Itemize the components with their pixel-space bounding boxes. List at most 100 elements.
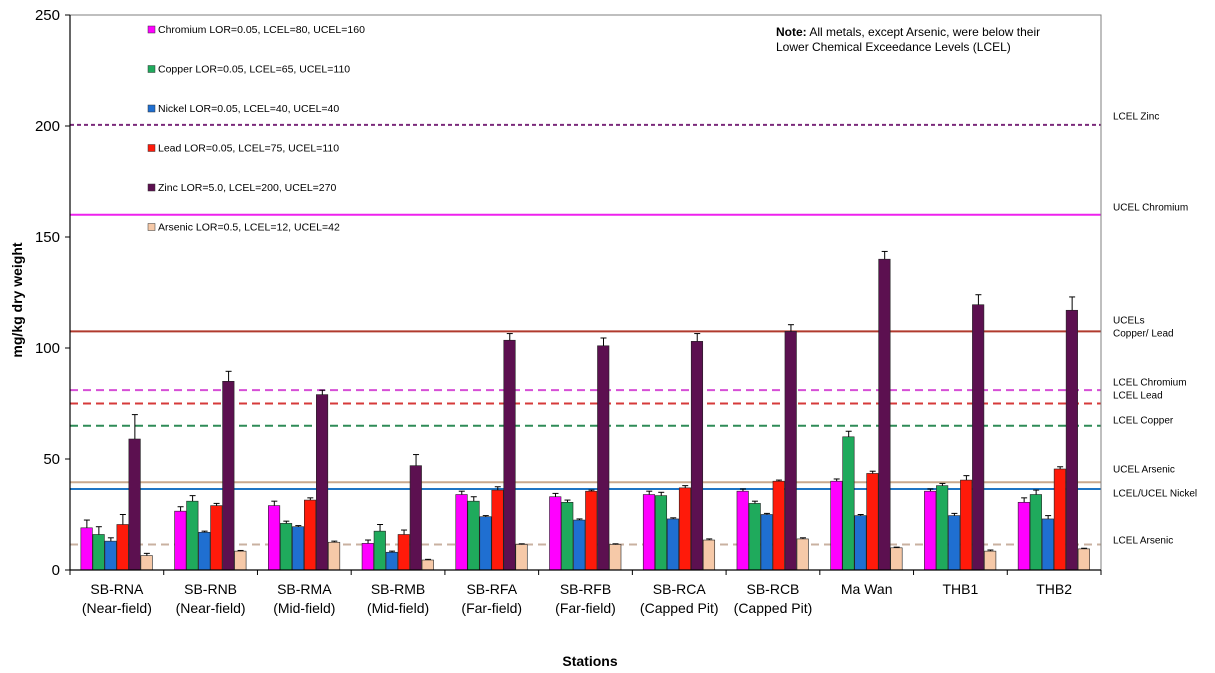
x-tick-label: SB-RMB bbox=[371, 581, 425, 597]
bar-arsenic-5 bbox=[609, 544, 622, 571]
reference-line-label: UCEL Chromium bbox=[1113, 202, 1188, 213]
bar-copper-7 bbox=[748, 503, 761, 571]
bar-nickel-2 bbox=[292, 526, 305, 571]
legend-label-lead: Lead LOR=0.05, LCEL=75, UCEL=110 bbox=[158, 143, 339, 155]
bar-lead-0 bbox=[116, 524, 129, 571]
bar-chromium-9 bbox=[924, 490, 937, 571]
bar-copper-5 bbox=[561, 501, 574, 571]
y-tick-label: 200 bbox=[35, 118, 60, 135]
bar-nickel-9 bbox=[948, 515, 961, 571]
bar-nickel-5 bbox=[573, 519, 586, 571]
bar-chromium-2 bbox=[268, 505, 281, 571]
bar-chromium-3 bbox=[361, 543, 374, 571]
bar-chromium-1 bbox=[174, 510, 187, 571]
bar-chromium-5 bbox=[549, 496, 562, 571]
y-tick-label: 50 bbox=[43, 451, 60, 468]
bar-nickel-0 bbox=[104, 540, 117, 571]
legend-swatch-lead bbox=[147, 144, 156, 152]
bar-arsenic-7 bbox=[796, 538, 809, 571]
bar-nickel-7 bbox=[760, 514, 773, 571]
note-bold: Note: bbox=[776, 25, 807, 39]
bar-chromium-7 bbox=[736, 490, 749, 571]
x-tick-sublabel: (Mid-field) bbox=[273, 600, 335, 616]
legend-swatch-copper bbox=[147, 65, 156, 73]
x-tick-label: SB-RFA bbox=[466, 581, 517, 597]
x-tick-label: SB-RMA bbox=[277, 581, 332, 597]
bar-zinc-6 bbox=[690, 341, 704, 571]
x-tick-sublabel: (Far-field) bbox=[555, 600, 616, 616]
bar-arsenic-1 bbox=[234, 550, 247, 571]
bar-nickel-1 bbox=[198, 531, 211, 571]
bar-lead-8 bbox=[866, 473, 879, 571]
x-tick-label: SB-RNA bbox=[90, 581, 144, 597]
legend-swatch-nickel bbox=[147, 104, 156, 113]
bar-zinc-10 bbox=[1065, 309, 1078, 571]
bar-lead-7 bbox=[772, 480, 785, 571]
bar-chromium-0 bbox=[80, 527, 93, 571]
reference-labels: LCEL Zinc UCEL Chromium UCELs Copper/ Lead L… bbox=[1113, 111, 1197, 546]
bar-lead-3 bbox=[397, 534, 410, 571]
legend-label-arsenic: Arsenic LOR=0.5, LCEL=12, UCEL=42 bbox=[158, 222, 340, 234]
bar-arsenic-2 bbox=[328, 541, 341, 571]
bar-copper-9 bbox=[936, 485, 949, 571]
x-tick-sublabel: (Near-field) bbox=[82, 600, 152, 616]
bar-lead-5 bbox=[585, 490, 598, 571]
bar-zinc-4 bbox=[503, 339, 516, 571]
reference-line-label: Copper/ Lead bbox=[1113, 329, 1174, 340]
bar-nickel-10 bbox=[1041, 518, 1054, 571]
x-tick-label: SB-RFB bbox=[560, 581, 611, 597]
bar-chromium-4 bbox=[455, 494, 468, 571]
bar-zinc-0 bbox=[128, 438, 141, 571]
note-annotation: Note: All metals, except Arsenic, were b… bbox=[776, 25, 1043, 54]
reference-line-label: UCEL Arsenic bbox=[1113, 464, 1175, 475]
bar-arsenic-4 bbox=[515, 544, 528, 571]
bar-series: SB-RNA (Near-field) SB-RNB (Near-field) SB-R… bbox=[80, 250, 1090, 616]
legend-label-nickel: Nickel LOR=0.05, LCEL=40, UCEL=40 bbox=[158, 103, 339, 115]
legend-label-chromium: Chromium LOR=0.05, LCEL=80, UCEL=160 bbox=[158, 24, 365, 36]
x-tick-sublabel: (Near-field) bbox=[176, 600, 246, 616]
x-axis-title: Stations bbox=[562, 653, 617, 669]
bar-lead-6 bbox=[678, 487, 692, 571]
x-tick-sublabel: (Far-field) bbox=[461, 600, 522, 616]
reference-line-label: LCEL Zinc bbox=[1113, 111, 1159, 122]
legend-swatch-chromium bbox=[147, 25, 156, 34]
bar-zinc-9 bbox=[972, 304, 985, 571]
bar-copper-10 bbox=[1029, 494, 1042, 571]
x-tick-label: SB-RCB bbox=[747, 581, 800, 597]
reference-line-label: LCEL Lead bbox=[1113, 391, 1163, 402]
y-tick-label: 150 bbox=[35, 229, 60, 246]
bar-zinc-5 bbox=[597, 345, 610, 571]
y-tick-label: 0 bbox=[52, 562, 60, 579]
note-line2: Lower Chemical Exceedance Levels (LCEL) bbox=[776, 40, 1011, 54]
bar-lead-1 bbox=[210, 505, 223, 571]
bar-lead-4 bbox=[491, 489, 504, 571]
bar-copper-8 bbox=[842, 436, 855, 571]
reference-line-label: LCEL Arsenic bbox=[1113, 535, 1173, 546]
bar-nickel-4 bbox=[479, 516, 492, 571]
reference-line-label: LCEL Copper bbox=[1113, 415, 1174, 426]
legend-swatch-zinc bbox=[147, 183, 156, 192]
reference-line-label: LCEL/UCEL Nickel bbox=[1113, 489, 1197, 500]
bar-chromium-6 bbox=[642, 494, 656, 571]
legend: Chromium LOR=0.05, LCEL=80, UCEL=160 Copp… bbox=[147, 24, 365, 234]
bar-copper-2 bbox=[280, 523, 293, 571]
legend-label-zinc: Zinc LOR=5.0, LCEL=200, UCEL=270 bbox=[158, 182, 336, 194]
note-line1: All metals, except Arsenic, were below t… bbox=[807, 25, 1040, 39]
bar-arsenic-8 bbox=[890, 547, 903, 571]
bar-nickel-3 bbox=[385, 551, 398, 571]
y-axis-title: mg/kg dry weight bbox=[9, 242, 25, 357]
bar-arsenic-6 bbox=[702, 539, 716, 571]
bar-chromium-8 bbox=[830, 480, 843, 571]
x-tick-label: SB-RNB bbox=[184, 581, 237, 597]
bar-arsenic-9 bbox=[984, 550, 997, 571]
y-tick-label: 250 bbox=[35, 7, 60, 24]
legend-label-copper: Copper LOR=0.05, LCEL=65, UCEL=110 bbox=[158, 64, 350, 76]
bar-zinc-1 bbox=[222, 380, 235, 571]
bar-nickel-8 bbox=[854, 515, 867, 571]
bar-copper-1 bbox=[186, 500, 199, 571]
legend-swatch-arsenic bbox=[147, 223, 156, 231]
bar-copper-6 bbox=[654, 495, 668, 571]
y-tick-label: 100 bbox=[35, 340, 60, 357]
